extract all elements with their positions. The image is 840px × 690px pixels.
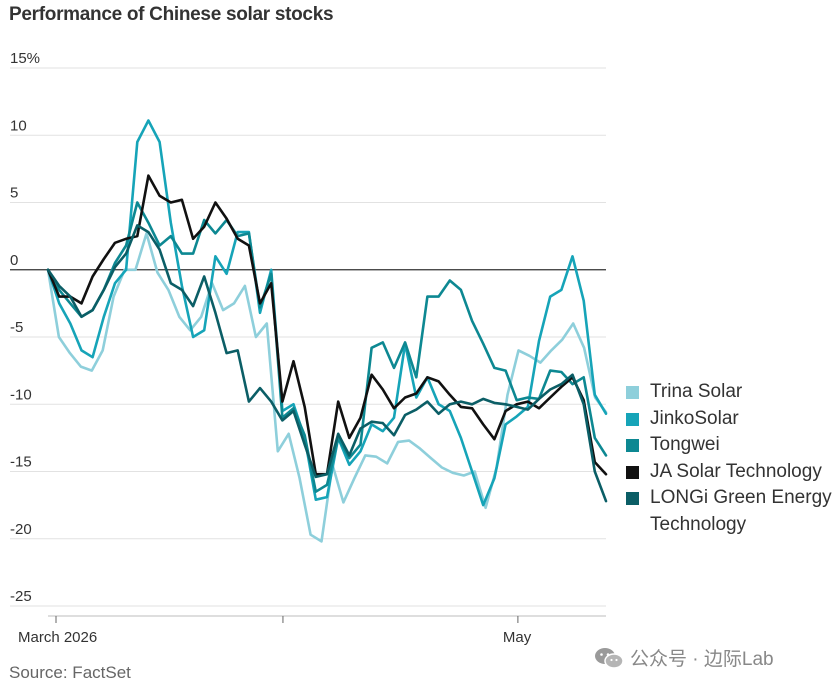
series-line <box>46 224 608 503</box>
y-tick-label: -25 <box>10 588 32 605</box>
legend-item: JinkoSolar <box>626 406 840 433</box>
legend-swatch <box>626 386 639 399</box>
watermark: 公众号 · 边际Lab <box>594 644 774 671</box>
legend-label: LONGi Green Energy Technology <box>650 487 832 535</box>
series-line <box>46 119 608 507</box>
legend-label: Trina Solar <box>650 381 743 402</box>
y-tick-label: -20 <box>10 521 32 538</box>
series-line <box>46 232 608 543</box>
y-tick-label: 5 <box>10 185 18 202</box>
y-tick-label: 15% <box>10 50 40 67</box>
legend-swatch <box>626 492 639 505</box>
watermark-text: 公众号 · 边际Lab <box>630 649 774 670</box>
legend-label: JinkoSolar <box>650 407 739 429</box>
y-tick-label: -10 <box>10 386 32 403</box>
legend-item: LONGi Green Energy Technology <box>626 485 840 538</box>
y-tick-label: 0 <box>10 252 18 269</box>
y-tick-label: -15 <box>10 454 32 471</box>
y-tick-label: -5 <box>10 319 23 336</box>
series-line <box>46 201 608 494</box>
wechat-icon <box>595 647 624 669</box>
x-tick-label: March 2026 <box>18 629 97 646</box>
legend: Trina Solar JinkoSolar Tongwei JA Solar Tec… <box>626 379 840 538</box>
legend-swatch <box>626 412 639 426</box>
legend-item: Trina Solar <box>626 379 840 406</box>
legend-swatch <box>626 465 639 479</box>
legend-label: JA Solar Technology <box>650 460 822 482</box>
legend-item: JA Solar Technology <box>626 459 840 486</box>
legend-label: Tongwei <box>650 434 720 455</box>
y-tick-label: 10 <box>10 117 27 134</box>
legend-swatch <box>626 439 639 452</box>
legend-item: Tongwei <box>626 432 840 459</box>
chart-title: Performance of Chinese solar stocks <box>9 4 334 25</box>
x-tick-label: May <box>503 629 532 646</box>
source-note: Source: FactSet <box>9 663 131 682</box>
